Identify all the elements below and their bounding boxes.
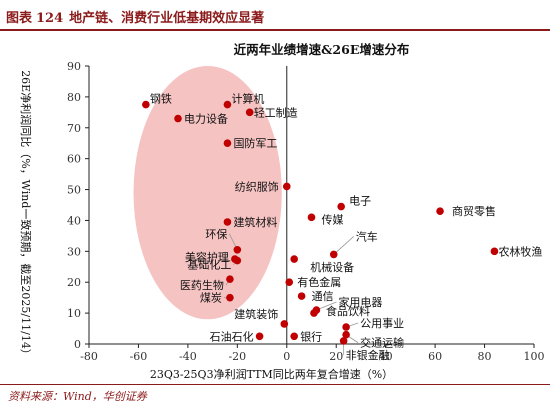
y-axis-label: 26E净利润同比（%，Wind一致预期，截至2025/11/14） <box>19 70 33 360</box>
point-label: 计算机 <box>231 92 264 106</box>
point-label: 机械设备 <box>310 260 354 274</box>
point-label: 传媒 <box>322 213 344 226</box>
x-tick-label: 100 <box>524 350 545 363</box>
data-point-14 <box>290 255 298 263</box>
point-label: 环保 <box>205 227 227 241</box>
data-point-15 <box>233 256 242 265</box>
data-point-16 <box>226 275 234 283</box>
x-tick-label: 60 <box>428 350 442 363</box>
point-label: 纺织服饰 <box>235 179 279 193</box>
data-point-2 <box>174 114 182 123</box>
data-point-23 <box>255 332 264 341</box>
highlight-ellipse <box>133 65 282 320</box>
source-rule <box>0 384 550 385</box>
point-label: 钢铁 <box>150 93 172 106</box>
point-label: 家用电器 <box>338 295 382 309</box>
figure-title: 图表 124 地产链、消费行业低基期效应显著 <box>6 7 264 26</box>
x-tick-label: 20 <box>329 350 343 363</box>
point-label: 交通运输 <box>360 336 404 350</box>
point-label: 煤炭 <box>200 292 222 305</box>
data-point-4 <box>223 139 232 148</box>
scatter-chart: -80 -60 -40 -20 0 20 40 60 80 100 0 10 20 30 40 50 60 70… <box>19 42 545 381</box>
figure-number: 124 <box>36 11 64 26</box>
data-point-19 <box>297 292 306 300</box>
chart-title: 近两年业绩增速&26E增速分布 <box>234 42 410 57</box>
data-point-8 <box>223 218 232 226</box>
data-point-13 <box>490 247 499 256</box>
y-tick-label: 20 <box>67 276 81 289</box>
point-label: 医药生物 <box>180 278 224 292</box>
data-points <box>142 100 499 345</box>
x-tick-label: 80 <box>478 350 492 363</box>
title-rule <box>0 29 550 31</box>
y-tick-label: 70 <box>67 122 81 135</box>
y-tick-label: 60 <box>67 153 81 166</box>
point-label: 公用事业 <box>360 317 404 330</box>
data-point-24 <box>290 332 298 341</box>
point-label: 通信 <box>312 290 334 303</box>
y-tick-label: 30 <box>67 245 81 258</box>
data-point-1 <box>223 100 232 109</box>
data-point-3 <box>245 108 254 117</box>
data-point-7 <box>436 207 444 215</box>
point-label: 汽车 <box>356 229 378 243</box>
data-point-17 <box>285 278 294 287</box>
data-point-22 <box>280 320 289 328</box>
x-axis-label: 23Q3-25Q3净利润TTM同比两年复合增速（%） <box>150 367 393 381</box>
point-label: 美容护理 <box>185 250 229 264</box>
leader-line <box>333 236 355 255</box>
point-label: 有色金属 <box>297 275 341 289</box>
axes-layer <box>89 66 534 345</box>
figure-caption: 地产链、消费行业低基期效应显著 <box>69 11 265 26</box>
point-label: 石油石化 <box>210 329 254 343</box>
data-point-21 <box>310 309 318 317</box>
data-point-26 <box>342 330 350 339</box>
point-label: 食品饮料 <box>326 304 370 318</box>
x-tick-label: -80 <box>80 350 98 363</box>
data-point-25 <box>342 323 350 331</box>
y-tick-label: 80 <box>67 91 81 104</box>
point-label: 银行 <box>300 329 322 343</box>
data-point-0 <box>142 100 150 109</box>
point-label: 轻工制造 <box>254 105 298 119</box>
point-label: 农林牧渔 <box>498 244 542 258</box>
point-label: 基础化工 <box>187 258 231 272</box>
data-point-5 <box>282 182 291 191</box>
point-label: 国防军工 <box>233 136 277 150</box>
data-point-10 <box>233 245 242 254</box>
point-label: 电子 <box>349 195 371 208</box>
data-point-18 <box>226 293 234 302</box>
y-tick-label: 40 <box>67 214 81 227</box>
highlight-region-layer <box>133 65 282 320</box>
x-tick-label: 0 <box>283 350 290 363</box>
x-tick-label: -40 <box>179 350 197 363</box>
point-label: 非银金融 <box>346 348 390 362</box>
x-ticks: -80 -60 -40 -20 0 20 40 60 80 100 <box>80 344 545 363</box>
point-label: 建筑装饰 <box>234 307 278 321</box>
figure-label: 图表 <box>6 11 33 26</box>
data-point-12 <box>329 250 338 259</box>
y-tick-label: 10 <box>67 307 81 320</box>
data-point-6 <box>337 202 345 211</box>
point-label: 建筑材料 <box>233 215 277 229</box>
data-point-9 <box>307 213 316 222</box>
x-tick-label: 40 <box>379 350 393 363</box>
data-point-27 <box>339 337 348 345</box>
source-note: 资料来源：Wind，华创证券 <box>8 390 147 403</box>
y-tick-label: 90 <box>67 60 81 73</box>
point-label: 商贸零售 <box>452 204 496 218</box>
y-tick-label: 0 <box>74 338 81 351</box>
x-tick-label: -20 <box>228 350 246 363</box>
point-label: 电力设备 <box>184 112 228 126</box>
y-tick-label: 50 <box>67 184 81 197</box>
x-tick-label: -60 <box>130 350 148 363</box>
y-ticks: 0 10 20 30 40 50 60 70 80 90 <box>67 60 90 351</box>
